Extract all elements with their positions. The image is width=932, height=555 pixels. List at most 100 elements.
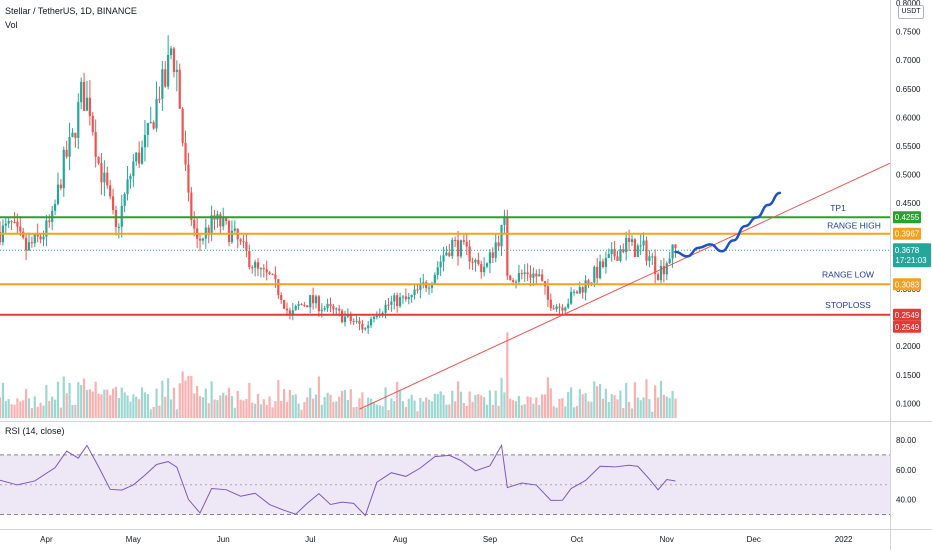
candle-body (65, 149, 68, 157)
volume-bar (497, 405, 500, 418)
candle-body (636, 245, 639, 257)
volume-bar (503, 392, 506, 418)
volume-bar (480, 395, 483, 418)
candle-body (303, 304, 306, 306)
volume-bar (265, 405, 268, 418)
volume-bar (462, 402, 465, 418)
candle-body (625, 237, 628, 253)
volume-bar (665, 396, 668, 418)
candle-body (294, 305, 297, 311)
volume-bar (280, 400, 283, 418)
volume-bar (584, 393, 587, 418)
candle-body (396, 295, 399, 307)
candle-body (630, 239, 634, 242)
candle-body (404, 296, 407, 300)
volume-bar (100, 394, 103, 418)
volume-bar (291, 395, 294, 418)
volume-bar (48, 400, 51, 418)
volume-bar (187, 375, 190, 418)
volume-bar (671, 390, 674, 418)
candle-body (454, 239, 457, 241)
volume-bar (85, 389, 89, 418)
volume-bar (65, 393, 68, 418)
candle-body (138, 152, 141, 164)
volume-bar (303, 402, 306, 418)
volume-bar (613, 395, 616, 418)
volume-bar (309, 387, 312, 418)
volume-bar (7, 399, 10, 418)
rsi-tick-label: 60.00 (896, 466, 917, 475)
candle-body (117, 226, 120, 228)
candle-body (132, 161, 135, 176)
volume-bar (642, 397, 645, 418)
currency-badge[interactable]: USDT (898, 5, 924, 19)
price-tick-label: 0.6500 (896, 85, 921, 94)
volume-bar (71, 405, 74, 418)
volume-bar (549, 388, 552, 418)
rsi-line (0, 443, 676, 517)
volume-bar (604, 388, 607, 418)
volume-bar (245, 399, 248, 418)
candle-body (10, 220, 13, 222)
volume-bar (262, 399, 265, 418)
candle-body (143, 134, 147, 148)
volume-bar (625, 382, 628, 418)
last-price-text: 0.3678 (895, 246, 920, 255)
candle-body (88, 97, 91, 116)
level-price-badge (893, 278, 921, 291)
candle-body (372, 316, 376, 320)
projection-path (674, 191, 782, 258)
candle-body (483, 266, 486, 273)
candle-body (645, 240, 648, 261)
candle-body (335, 308, 338, 310)
volume-bar (248, 382, 251, 418)
volume-bar (639, 400, 642, 418)
volume-bar (4, 400, 7, 418)
time-tick-label: 2022 (835, 535, 853, 544)
trendline (359, 162, 891, 410)
candle-body (152, 122, 155, 129)
candle-body (390, 301, 393, 305)
volume-bar (30, 408, 33, 418)
countdown-text: 17:21:03 (895, 256, 927, 265)
candle-body (439, 261, 442, 268)
candle-body (352, 320, 355, 322)
volume-bar (541, 394, 544, 418)
volume-bar (523, 404, 526, 418)
price-tick-label: 0.1500 (896, 371, 921, 380)
price-tick-label: 0.8000 (896, 0, 921, 8)
volume-bar (355, 406, 358, 418)
candle-body (7, 220, 10, 224)
candle-body (427, 287, 431, 289)
volume-bar (39, 402, 42, 418)
candle-body (532, 273, 535, 278)
candle-body (398, 297, 402, 307)
volume-bar (346, 400, 349, 418)
volume-bar (190, 375, 193, 418)
level-label: TP1 (830, 203, 846, 213)
volume-bar (175, 409, 178, 418)
volume-bar (230, 395, 234, 418)
volume-bar (535, 397, 538, 418)
volume-bar (129, 401, 132, 418)
volume-bar (575, 406, 579, 418)
candle-body (68, 137, 71, 157)
candle-body (445, 252, 448, 256)
volume-bar (285, 401, 289, 418)
price-tick-label: 0.5500 (896, 142, 921, 151)
candle-body (419, 283, 422, 290)
volume-bar (500, 377, 503, 418)
candle-body (62, 149, 65, 189)
candle-body (254, 262, 257, 268)
level-price-text: 0.3083 (895, 280, 920, 289)
candle-body (361, 323, 364, 330)
candle-body (129, 175, 132, 180)
candle-body (161, 69, 164, 99)
stoploss-price-text-2: 0.2549 (895, 323, 920, 332)
candle-body (500, 224, 503, 247)
volume-bar (155, 388, 158, 418)
volume-bar (616, 399, 619, 418)
volume-bar (16, 398, 19, 418)
